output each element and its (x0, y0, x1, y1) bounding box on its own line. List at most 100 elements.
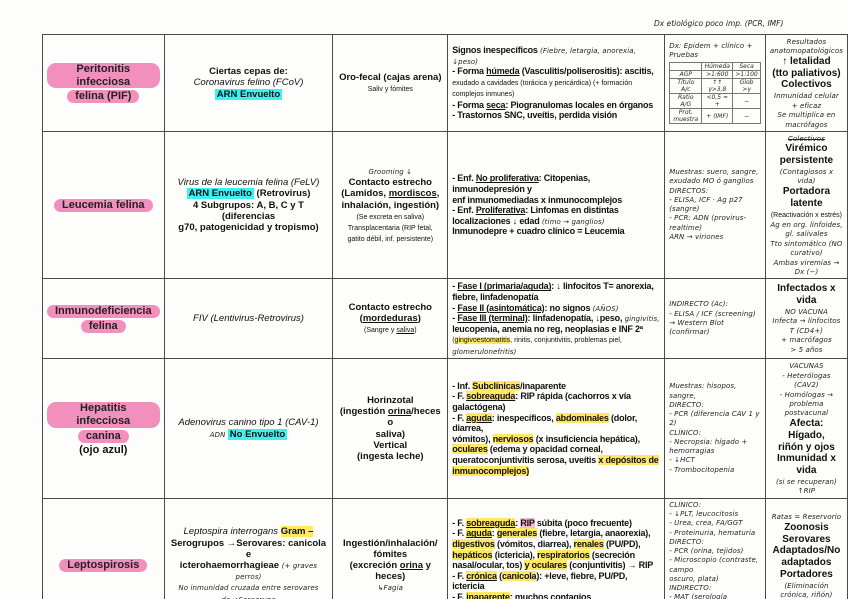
text-segment: (excreción (349, 559, 400, 571)
text-segment: - Proteinuria, hematuria (669, 528, 756, 537)
text-segment: Gram – (280, 526, 314, 538)
text-segment: exudado MO ó ganglios (669, 177, 754, 186)
text-segment: (si se recuperan) (775, 477, 837, 486)
text-segment: renales (573, 539, 604, 549)
text-line: Inmunidad celular + eficaz (770, 91, 843, 110)
mini-table-cell: ↑↑ γ>3,8 (701, 78, 734, 95)
text-line: (ingesta leche) (337, 451, 443, 462)
text-segment: - Inf. (452, 380, 473, 391)
text-segment: - PCR: ADN (provirus-realtime) (669, 214, 747, 232)
cell-right: Resultados anatomopatológicos ↑ letalidad… (764, 33, 848, 133)
text-line: Grooming ↓ (337, 166, 443, 177)
text-segment: Muestras: hisopos, sangre, (669, 382, 737, 400)
text-line: digestivos (vómitos, diarrea), renales (… (452, 539, 660, 550)
text-segment: : Citopenias, inmunodepresión y (452, 173, 591, 194)
text-segment: Infecta → linfocitos T (CD4+) (772, 317, 841, 335)
text-line: localizaciones ↓ edad (timo → ganglios) (452, 216, 660, 227)
mini-table-cell: Ratio A/G (669, 93, 703, 110)
text-segment: RIP (520, 517, 535, 528)
text-segment: (tto paliativos) (772, 67, 841, 79)
text-line: Afecta: Hígado, (770, 418, 843, 442)
text-segment: ARN → viriones (669, 232, 724, 241)
text-segment: - F. (452, 528, 467, 539)
text-segment: gingivitis, (624, 315, 660, 324)
text-segment: : muchos contagios (desapercibidos) (509, 592, 592, 599)
text-segment: x depósitos de (598, 455, 659, 466)
text-segment: ) (417, 313, 421, 325)
text-line: Inmunidad x vida (770, 453, 843, 477)
text-segment: saliva (396, 327, 415, 335)
text-segment: Infectados x vida (777, 283, 836, 307)
text-segment: (secreción (589, 549, 635, 560)
mini-table-cell: AGP (669, 70, 703, 80)
text-line: Peritonitis infecciosa (47, 62, 160, 90)
mini-table-cell: Húmeda (701, 62, 734, 72)
cell-signs: - Fase I (primaria/aguda): ↓ linfocitos … (447, 278, 666, 360)
cell-dx: Muestras: suero, sangre, exudado MO ó gan… (664, 131, 766, 280)
cell-signs: - Enf. No proliferativa: Citopenias, inm… (447, 131, 666, 280)
text-segment: galactógena) (452, 402, 506, 413)
text-segment: - (452, 313, 458, 324)
text-segment: crónica (466, 570, 497, 581)
text-segment: felina (80, 319, 126, 333)
text-line: ARN → viriones (669, 233, 761, 242)
text-segment: Se multiplica en macrófagos (777, 111, 836, 129)
text-line: Portadora latente (770, 186, 843, 210)
text-line: adaptados (770, 557, 843, 569)
text-segment: (ingesta leche) (357, 450, 424, 462)
text-line: - Homólogas → problema postvacunal (770, 390, 843, 418)
text-line: 4 Subgrupos: A, B, C y T (diferencias (169, 200, 329, 222)
text-segment: (conjuntivitis) → RIP (566, 560, 654, 571)
text-line: - Enf. Proliferativa: Linfomas en distin… (452, 205, 660, 216)
text-segment: enf inmunomediadas x inmunocomplejos (452, 194, 623, 205)
text-segment: - Forma (452, 99, 487, 110)
text-segment: oscuro, plata) (669, 574, 719, 583)
text-segment: ↑RIP (797, 487, 816, 496)
text-line: - PCR (diferencia CAV 1 y 2) (669, 410, 761, 429)
text-segment: (PU/PD), (603, 539, 641, 549)
text-segment: Zoonosis (784, 521, 829, 533)
text-line: Portadores (770, 569, 843, 581)
cell-disease: Hepatitis infecciosa canina (ojo azul) (42, 358, 165, 499)
text-segment: Leptospirosis (59, 559, 148, 573)
text-line: → Western Blot (confirmar) (669, 319, 761, 338)
mini-table-cell: Prot. muestra (669, 108, 703, 125)
text-line: - Microscopio (contraste, campo (669, 556, 761, 575)
text-segment: ): +leve, fiebre, PU/PD, ictericia (452, 570, 628, 592)
text-line: - F. crónica (canicola): +leve, fiebre, … (452, 570, 660, 592)
text-line: ↳Fagia (337, 582, 443, 593)
text-line: ADN No Envuelto (169, 428, 329, 440)
text-segment: : inespecíficos, (491, 412, 556, 423)
text-segment: : Linfomas en distintas (525, 205, 619, 216)
text-segment: DIRECTO: (669, 400, 704, 409)
text-segment: ARN Envuelto (186, 188, 254, 200)
text-segment: Fase II (asintomática) (457, 302, 545, 313)
text-segment: canicola (501, 570, 537, 581)
text-line: enf inmunomediadas x inmunocomplejos (452, 195, 660, 206)
text-segment: ( (496, 570, 502, 581)
cell-dx: CLÍNICO: - ↓PLT, leucocitosis - Urea, crea… (664, 497, 766, 599)
text-segment: - F. (452, 517, 467, 528)
table-row: Peritonitis infecciosa felina (PIF) Cierta… (42, 33, 848, 133)
text-line: canina (47, 429, 160, 444)
text-line: - Inf. Subclínicas/inaparente (452, 380, 660, 392)
text-segment: INDIRECTO: (669, 584, 712, 593)
text-segment: CLÍNICO: (669, 500, 702, 509)
text-segment: g70, patogenicidad y tropismo) (178, 222, 319, 233)
text-segment: leucopenia, anemia no reg, neoplasias e … (452, 323, 643, 334)
text-line: (Reactivación x estrés) (770, 210, 843, 220)
text-segment: mordeduras (362, 313, 418, 325)
text-segment: /inaparente (520, 380, 566, 391)
cell-signs: - F. sobreaguda: RIP súbita (poco frecue… (447, 497, 666, 599)
text-line: (excreción orina y heces) (337, 560, 443, 582)
text-line: icterohaemorrhagieae (+ graves perros) (169, 560, 329, 582)
text-line: Ingestión/inhalación/ (337, 538, 443, 549)
handwritten-top-note: Dx etiológico poco imp. (PCR, IMF) (654, 19, 784, 28)
text-segment: : (515, 517, 521, 528)
cell-dx: Dx: Epidem + clínico + Pruebas Húmeda Seca… (664, 33, 766, 133)
text-segment: inmunocomplejos) (452, 465, 530, 476)
text-segment: Grooming ↓ (368, 167, 413, 176)
text-segment: , rinitis, conjuntivitis, problemas piel… (510, 337, 622, 345)
text-segment: inaparente (466, 592, 510, 599)
